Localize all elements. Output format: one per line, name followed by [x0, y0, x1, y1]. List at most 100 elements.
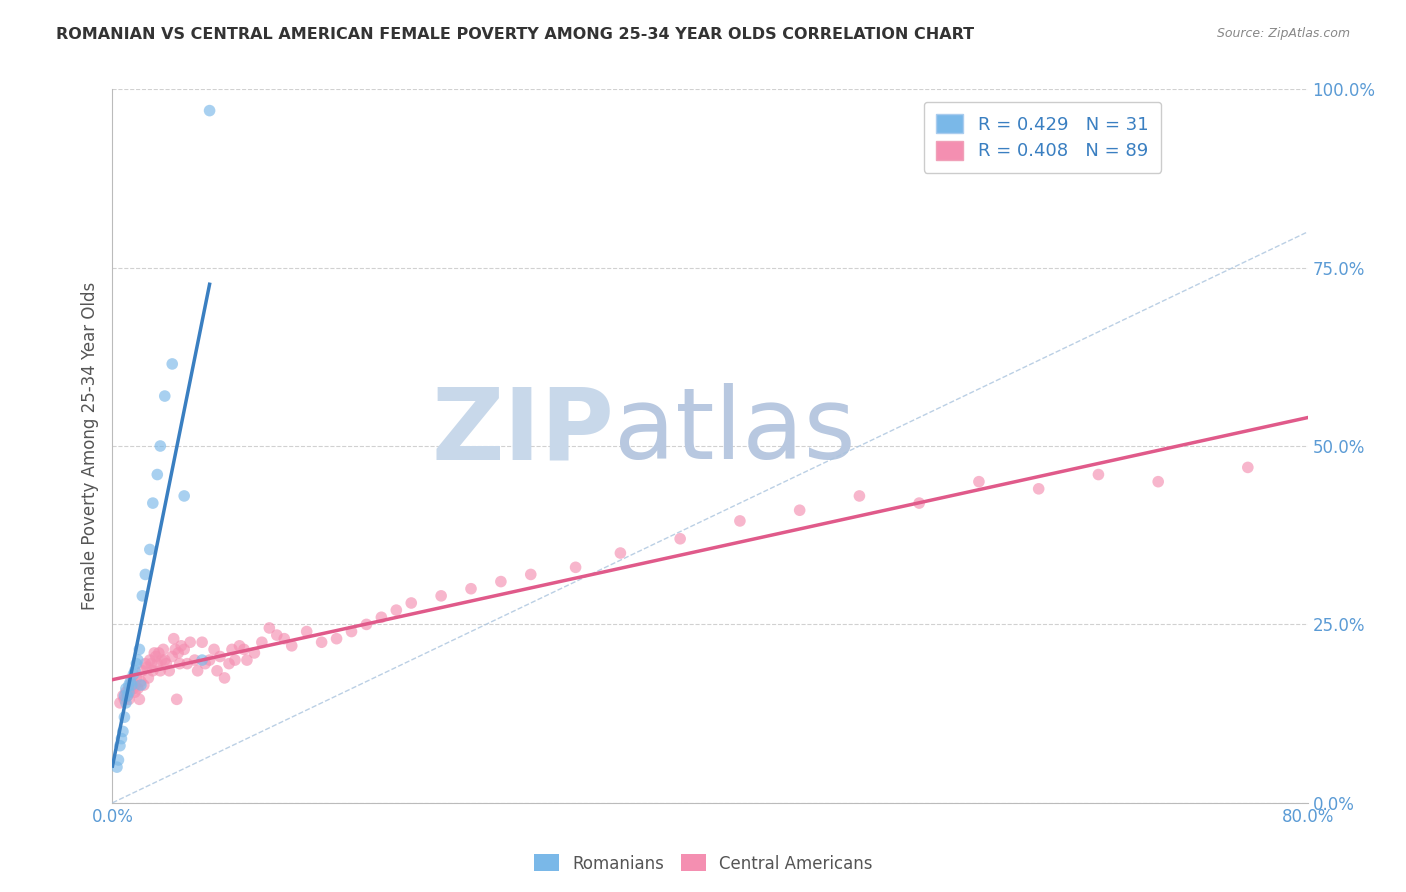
Point: [129, 674, 152, 689]
Point: [142, 496, 165, 510]
Point: [153, 389, 176, 403]
Point: [146, 467, 169, 482]
Point: [520, 567, 543, 582]
Point: [157, 664, 180, 678]
Point: [166, 692, 188, 706]
Point: [139, 542, 162, 557]
Point: [117, 689, 139, 703]
Point: [176, 657, 198, 671]
Point: [194, 657, 217, 671]
Point: [209, 649, 232, 664]
Point: [118, 678, 141, 692]
Legend: Romanians, Central Americans: Romanians, Central Americans: [527, 847, 879, 880]
Point: [118, 692, 141, 706]
Point: [135, 660, 157, 674]
Point: [728, 514, 751, 528]
Point: [1028, 482, 1050, 496]
Point: [162, 649, 183, 664]
Point: [489, 574, 512, 589]
Point: [295, 624, 318, 639]
Text: ROMANIAN VS CENTRAL AMERICAN FEMALE POVERTY AMONG 25-34 YEAR OLDS CORRELATION CH: ROMANIAN VS CENTRAL AMERICAN FEMALE POVE…: [56, 27, 974, 42]
Point: [124, 685, 146, 699]
Text: ZIP: ZIP: [432, 384, 614, 480]
Point: [115, 685, 138, 699]
Point: [121, 678, 143, 692]
Point: [273, 632, 295, 646]
Point: [111, 724, 134, 739]
Point: [170, 639, 193, 653]
Point: [149, 664, 172, 678]
Point: [281, 639, 304, 653]
Point: [132, 678, 155, 692]
Point: [149, 439, 172, 453]
Point: [155, 657, 177, 671]
Point: [141, 657, 163, 671]
Point: [148, 646, 170, 660]
Point: [179, 635, 201, 649]
Point: [250, 635, 273, 649]
Point: [967, 475, 990, 489]
Point: [108, 696, 131, 710]
Point: [169, 657, 191, 671]
Point: [609, 546, 631, 560]
Point: [124, 664, 146, 678]
Point: [117, 689, 139, 703]
Point: [134, 567, 156, 582]
Point: [191, 653, 214, 667]
Point: [167, 646, 190, 660]
Point: [110, 731, 132, 746]
Point: [385, 603, 408, 617]
Point: [115, 696, 138, 710]
Point: [173, 489, 195, 503]
Point: [105, 760, 128, 774]
Point: [214, 671, 236, 685]
Point: [163, 632, 186, 646]
Point: [1237, 460, 1260, 475]
Point: [198, 653, 221, 667]
Point: [111, 689, 134, 703]
Point: [789, 503, 811, 517]
Point: [218, 657, 240, 671]
Point: [128, 692, 150, 706]
Point: [1087, 467, 1109, 482]
Point: [191, 635, 214, 649]
Point: [146, 657, 169, 671]
Point: [401, 596, 423, 610]
Point: [125, 671, 148, 685]
Point: [311, 635, 333, 649]
Point: [669, 532, 692, 546]
Point: [187, 664, 209, 678]
Point: [108, 739, 131, 753]
Point: [118, 685, 141, 699]
Point: [153, 653, 176, 667]
Text: atlas: atlas: [614, 384, 856, 480]
Point: [221, 642, 243, 657]
Point: [114, 710, 135, 724]
Point: [848, 489, 870, 503]
Point: [430, 589, 453, 603]
Point: [236, 653, 259, 667]
Point: [131, 589, 153, 603]
Point: [908, 496, 931, 510]
Point: [1147, 475, 1170, 489]
Point: [127, 681, 149, 696]
Point: [460, 582, 482, 596]
Point: [162, 357, 183, 371]
Point: [564, 560, 586, 574]
Text: Source: ZipAtlas.com: Source: ZipAtlas.com: [1216, 27, 1350, 40]
Point: [120, 685, 142, 699]
Point: [243, 646, 266, 660]
Point: [173, 642, 195, 657]
Legend: R = 0.429   N = 31, R = 0.408   N = 89: R = 0.429 N = 31, R = 0.408 N = 89: [924, 102, 1161, 173]
Point: [118, 681, 141, 696]
Point: [145, 649, 167, 664]
Point: [120, 674, 142, 689]
Point: [224, 653, 246, 667]
Point: [150, 653, 173, 667]
Point: [131, 664, 153, 678]
Point: [259, 621, 281, 635]
Point: [114, 689, 135, 703]
Point: [205, 664, 228, 678]
Point: [129, 678, 152, 692]
Point: [370, 610, 392, 624]
